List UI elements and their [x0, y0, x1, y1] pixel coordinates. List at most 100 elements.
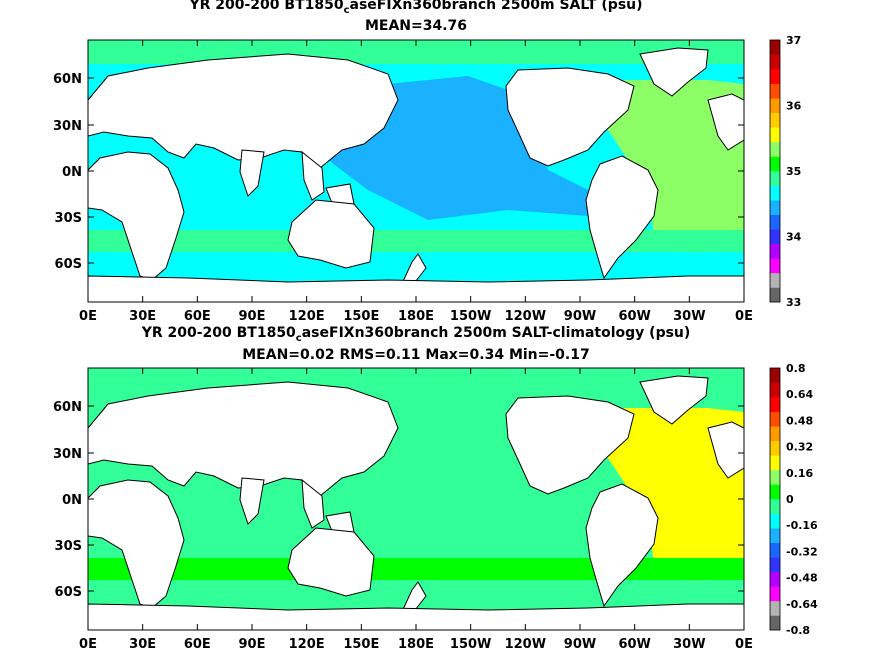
colorbar-segment: [770, 83, 780, 99]
land-southamerica: [585, 155, 659, 280]
colorbar-segment: [770, 469, 780, 485]
atlantic-field: [608, 408, 744, 582]
lat-label: 30N: [53, 447, 82, 462]
colorbar-segment: [770, 40, 780, 55]
colorbar-segment: [770, 615, 780, 631]
colorbar-label: -0.48: [786, 572, 818, 585]
map-panel-2: 60N 30N 0N 30S 60S 0E 30E 60E 90E 120E 150E 180E 150…: [53, 362, 818, 652]
colorbar-segment: [770, 542, 780, 558]
colorbar-label: -0.32: [786, 545, 818, 558]
colorbar-label: 0.8: [786, 362, 806, 375]
lon-label: 90W: [564, 309, 596, 324]
colorbar-label: 35: [786, 165, 801, 178]
lon-label: 180E: [398, 637, 434, 652]
colorbar-segment: [770, 499, 780, 514]
lon-label: 60E: [184, 637, 211, 652]
lon-label: 30W: [673, 309, 705, 324]
colorbar-label: 0.16: [786, 467, 813, 480]
land-africa: [88, 151, 185, 281]
land-seasia: [301, 150, 325, 201]
colorbar-label: 33: [786, 296, 801, 309]
lat-label: 30N: [53, 119, 82, 134]
panel2-title: YR 200-200 BT1850caseFIXn360branch 2500m…: [141, 325, 691, 344]
lon-label: 180E: [398, 309, 434, 324]
colorbar-label: 0.64: [786, 388, 813, 401]
lon-label: 30E: [129, 309, 156, 324]
colorbar-frame: [769, 367, 781, 631]
map-panel-1: 60N 30N 0N 30S 60S 0E 30E 60E 90E 120E 150E 180E 150…: [53, 34, 802, 324]
colorbar-label: -0.16: [786, 519, 818, 532]
southern-ocean-field: [88, 230, 744, 252]
colorbar-segment: [770, 586, 780, 602]
colorbar-segment: [770, 557, 780, 573]
colorbar-segment: [770, 185, 780, 201]
colorbar-segment: [770, 171, 780, 186]
colorbar-segment: [770, 69, 780, 84]
colorbar-segment: [770, 440, 780, 456]
colorbar-frame: [769, 39, 781, 303]
lon-label: 90W: [564, 637, 596, 652]
lon-label: 120E: [289, 309, 325, 324]
atlantic-field: [608, 80, 744, 254]
colorbar-segment: [770, 426, 780, 442]
colorbar-label: 36: [786, 100, 802, 113]
lat-label: 30S: [55, 539, 82, 554]
colorbar-segment: [770, 127, 780, 143]
land-northamerica: [505, 395, 635, 495]
colorbar-segment: [770, 98, 780, 114]
colorbar-label: 34: [786, 231, 802, 244]
colorbar-segment: [770, 141, 780, 157]
lat-label: 60N: [53, 72, 82, 87]
colorbar-segment: [770, 411, 780, 427]
lat-label: 30S: [55, 211, 82, 226]
lon-label: 120W: [505, 637, 546, 652]
colorbar-segment: [770, 156, 780, 172]
colorbar-segment: [770, 484, 780, 500]
colorbar-segment: [770, 368, 780, 383]
lon-label: 60E: [184, 309, 211, 324]
colorbar-segment: [770, 382, 780, 398]
land-india: [239, 149, 265, 197]
land-africa: [88, 479, 185, 609]
lat-label: 0N: [62, 165, 82, 180]
land-antarctica: [88, 603, 744, 630]
lon-label: 30E: [129, 637, 156, 652]
colorbar-label: -0.64: [786, 598, 818, 611]
lat-label: 60S: [55, 257, 82, 272]
colorbar-label: -0.8: [786, 624, 810, 637]
colorbar-segment: [770, 200, 780, 215]
colorbar-segment: [770, 272, 780, 288]
land-northamerica: [505, 67, 635, 167]
colorbar-label: 0: [786, 493, 794, 506]
colorbar-label: 37: [786, 34, 801, 47]
land-australia: [287, 199, 375, 269]
colorbar-segment: [770, 229, 780, 245]
land-greenland: [639, 375, 709, 425]
lat-label: 60S: [55, 585, 82, 600]
lat-label: 0N: [62, 493, 82, 508]
lon-label: 90E: [239, 309, 266, 324]
panel1-title: YR 200-200 BT1850caseFIXn360branch 2500m…: [189, 0, 643, 16]
colorbar-segment: [770, 571, 780, 587]
land-southamerica: [585, 483, 659, 608]
colorbar-segment: [770, 258, 780, 274]
lon-label: 90E: [239, 637, 266, 652]
lon-label: 150W: [450, 309, 491, 324]
lon-label: 0E: [79, 309, 97, 324]
colorbar-segment: [770, 455, 780, 471]
colorbar-segment: [770, 528, 780, 543]
land-europe_atl: [707, 421, 744, 479]
lon-label: 150W: [450, 637, 491, 652]
colorbar-segment: [770, 243, 780, 259]
lon-label: 60W: [618, 309, 650, 324]
panel2-stats: MEAN=0.02 RMS=0.11 Max=0.34 Min=-0.17: [242, 347, 590, 363]
land-antarctica: [88, 275, 744, 302]
panel1-stats: MEAN=34.76: [364, 18, 468, 34]
lon-label: 120W: [505, 309, 546, 324]
colorbar-segment: [770, 397, 780, 412]
lon-label: 30W: [673, 637, 705, 652]
southern-ocean-field: [88, 558, 744, 580]
colorbar-label: 0.48: [786, 414, 813, 427]
land-greenland: [639, 47, 709, 97]
